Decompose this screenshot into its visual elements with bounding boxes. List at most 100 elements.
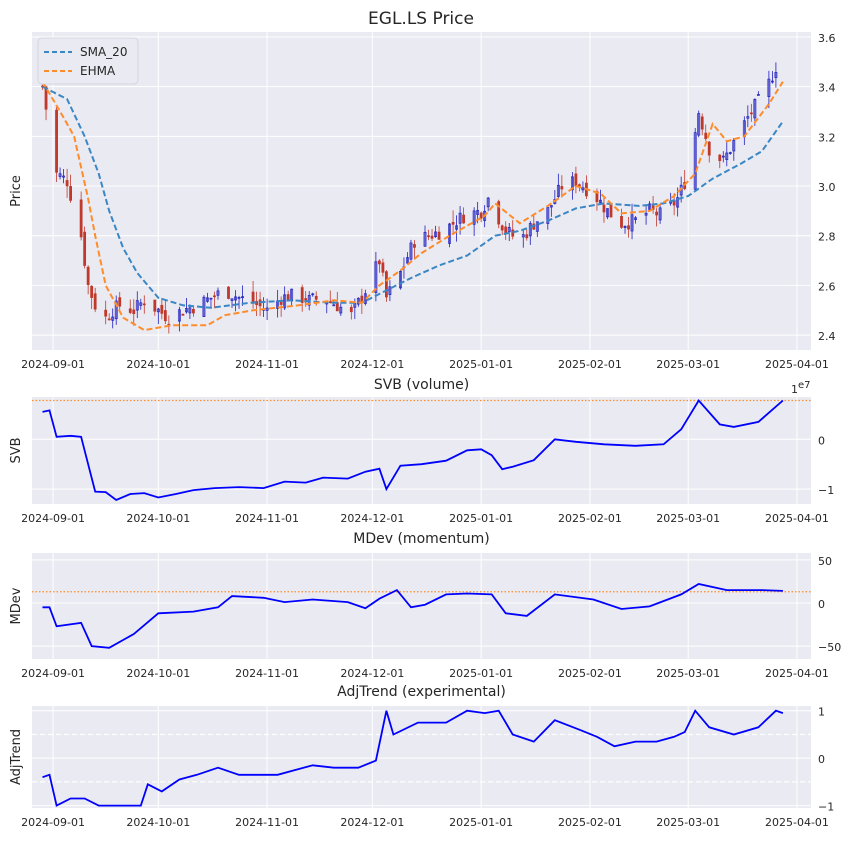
candle-up: [237, 297, 241, 299]
y-tick-label: 2.8: [818, 231, 836, 244]
candle-down: [707, 141, 711, 156]
candle-up: [448, 223, 451, 244]
candle-up: [206, 297, 209, 302]
candle-down: [44, 86, 48, 110]
candle-down: [279, 301, 283, 305]
candle-down: [86, 266, 90, 286]
x-tick-label: 2024-09-01: [21, 816, 85, 829]
x-tick-label: 2025-04-01: [765, 816, 829, 829]
x-tick-label: 2024-11-01: [235, 358, 299, 371]
candle-up: [472, 210, 476, 225]
candle-down: [602, 204, 606, 213]
candle-up: [528, 223, 532, 237]
y-tick-label: 2.6: [818, 280, 836, 293]
candle-down: [160, 304, 164, 314]
candle-down: [700, 116, 704, 130]
candle-up: [156, 308, 160, 313]
candle-down: [381, 262, 385, 273]
x-tick-label: 2025-03-01: [656, 512, 720, 525]
candle-down: [328, 301, 332, 304]
candle-down: [163, 310, 167, 322]
candle-up: [184, 308, 188, 313]
candle-up: [581, 187, 585, 191]
candle-up: [648, 203, 651, 210]
candle-up: [535, 221, 539, 232]
y-tick-label: −1: [818, 801, 834, 814]
candle-down: [132, 309, 136, 315]
candle-up: [693, 132, 697, 190]
y-tick-label: 0: [818, 434, 825, 447]
candle-up: [753, 99, 757, 119]
x-tick-label: 2024-12-01: [340, 816, 404, 829]
series-line-ehma: [41, 81, 784, 332]
x-tick-label: 2025-04-01: [765, 512, 829, 525]
candle-up: [458, 212, 462, 224]
candle-up: [356, 297, 360, 305]
candle-up: [455, 225, 458, 230]
candle-down: [718, 154, 722, 161]
candle-down: [349, 306, 353, 313]
candle-down: [142, 303, 146, 306]
candle-up: [230, 298, 234, 301]
y-tick-label: 0: [818, 598, 825, 611]
y-axis-label: SVB: [9, 437, 24, 463]
y-tick-label: 50: [818, 555, 832, 568]
candle-up: [62, 175, 65, 178]
panel-1: 2024-09-01 2024-10-01 2024-11-01 2024-12-01…: [9, 377, 834, 525]
panel-3: 2024-09-01 2024-10-01 2024-11-01 2024-12-01…: [9, 684, 834, 829]
candle-up: [732, 140, 736, 152]
y-tick-label: 3.2: [818, 131, 836, 144]
candle-down: [128, 308, 132, 313]
candle-down: [609, 203, 613, 218]
candle-down: [574, 173, 578, 187]
series-line-sma-20: [42, 85, 784, 309]
x-tick-label: 2024-12-01: [340, 667, 404, 680]
candle-down: [65, 180, 69, 187]
y-tick-label: 3.0: [818, 181, 836, 194]
candle-down: [479, 212, 483, 219]
x-tick-label: 2025-03-01: [656, 358, 720, 371]
main-title: EGL.LS Price: [368, 9, 474, 29]
y-axis-label: MDev: [9, 587, 24, 624]
candle-up: [332, 304, 336, 307]
candle-up: [746, 116, 750, 119]
x-tick-label: 2024-10-01: [126, 667, 190, 680]
candle-down: [213, 295, 216, 298]
x-tick-label: 2025-01-01: [449, 816, 513, 829]
offset-label: 1e7: [791, 380, 811, 396]
candle-up: [556, 184, 560, 197]
candle-up: [570, 176, 574, 191]
x-tick-label: 2025-01-01: [449, 667, 513, 680]
panel-2: 2024-09-01 2024-10-01 2024-11-01 2024-12-01…: [9, 531, 841, 680]
candle-up: [311, 293, 315, 296]
series-line-mdev: [42, 583, 783, 649]
candle-down: [704, 132, 708, 140]
candle-up: [234, 296, 237, 301]
x-tick-label: 2025-02-01: [558, 667, 622, 680]
candle-down: [93, 293, 97, 310]
candle-up: [606, 208, 609, 218]
x-tick-label: 2025-04-01: [765, 358, 829, 371]
candle-up: [725, 152, 729, 160]
candle-up: [521, 234, 525, 238]
candle-up: [658, 207, 662, 221]
panel-0: 2024-09-01 2024-10-01 2024-11-01 2024-12-01…: [9, 32, 836, 371]
candle-down: [430, 235, 434, 239]
candle-up: [644, 212, 648, 216]
candle-up: [476, 210, 480, 215]
candle-up: [409, 242, 413, 260]
candle-up: [599, 199, 602, 204]
candle-down: [385, 271, 388, 298]
candle-up: [676, 197, 680, 208]
candle-up: [388, 286, 392, 295]
candle-down: [462, 214, 466, 224]
panel-title: AdjTrend (experimental): [337, 684, 506, 700]
candle-up: [767, 78, 771, 97]
candle-up: [507, 227, 511, 233]
x-tick-label: 2024-09-01: [21, 358, 85, 371]
candle-down: [655, 211, 659, 216]
candle-down: [497, 201, 501, 225]
legend-label: SMA_20: [80, 45, 127, 59]
candle-down: [335, 302, 339, 312]
